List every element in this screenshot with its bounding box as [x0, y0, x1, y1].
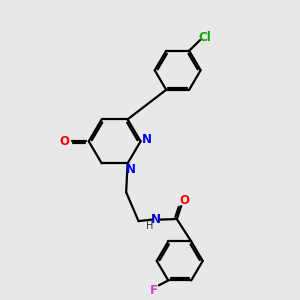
- Text: O: O: [59, 135, 69, 148]
- Text: N: N: [142, 134, 152, 146]
- Text: N: N: [126, 163, 136, 176]
- Text: H: H: [146, 221, 153, 231]
- Text: F: F: [150, 284, 158, 297]
- Text: N: N: [151, 213, 161, 226]
- Text: Cl: Cl: [198, 31, 211, 44]
- Text: O: O: [179, 194, 189, 207]
